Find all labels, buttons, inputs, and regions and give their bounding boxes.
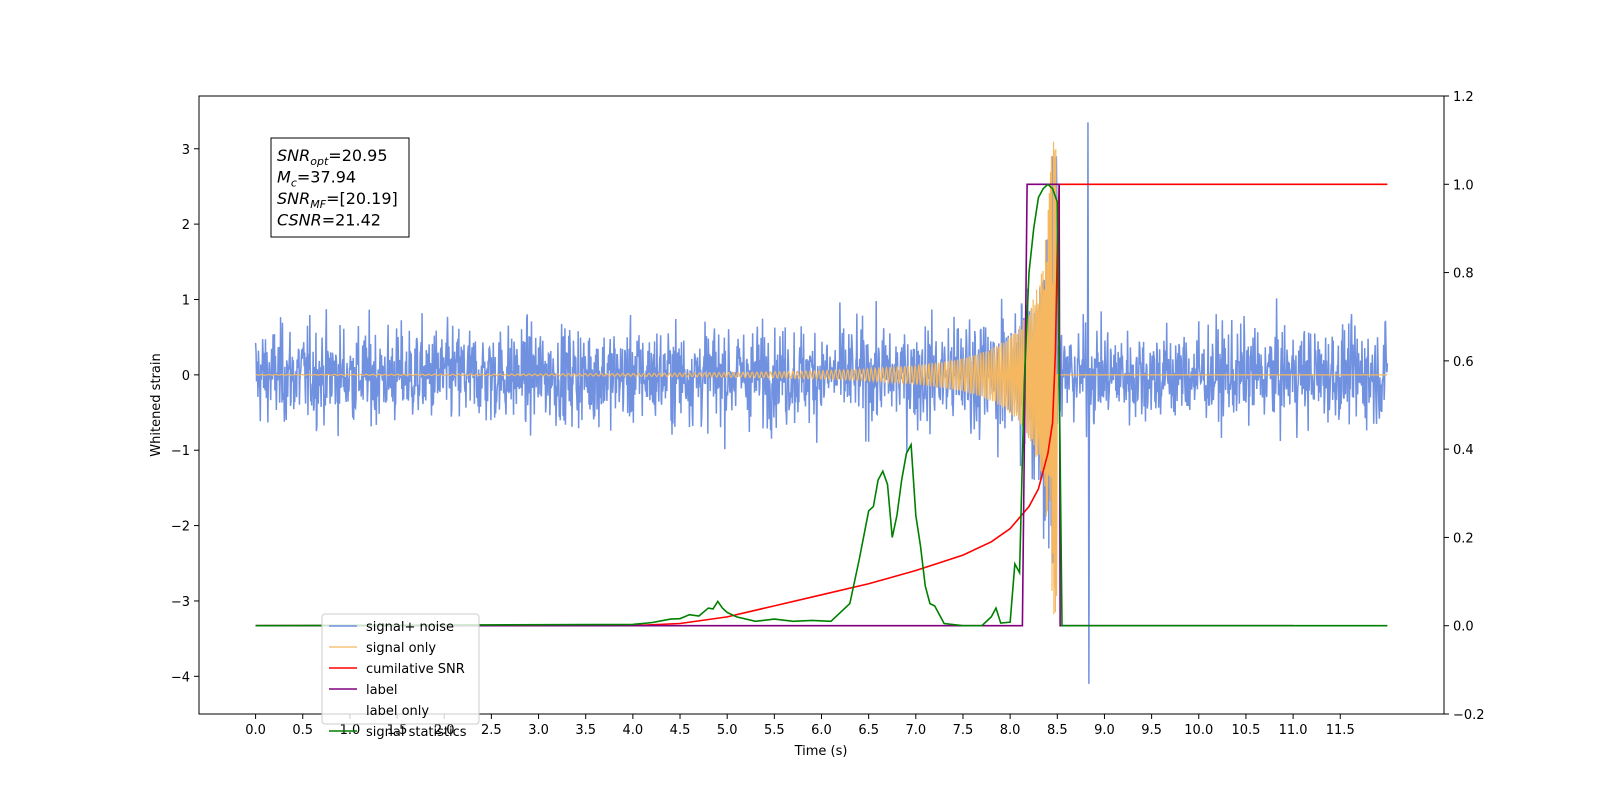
y-tick-label-right: 0.6 (1453, 355, 1474, 370)
x-tick-label: 5.0 (717, 723, 738, 738)
x-tick-label: 9.5 (1141, 723, 1162, 738)
series-line-signal-noise (254, 122, 1389, 684)
x-tick-label: 3.5 (575, 723, 596, 738)
x-tick-label: 3.0 (528, 723, 549, 738)
y-tick-label-left: 2 (182, 218, 190, 233)
y-tick-label-left: −3 (171, 595, 190, 610)
y-tick-label-right: −0.2 (1453, 708, 1485, 723)
x-tick-label: 10.5 (1231, 723, 1260, 738)
series-line-signal-only (255, 141, 1388, 615)
y-tick-label-right: 1.2 (1453, 90, 1474, 105)
y-tick-label-right: 1.0 (1453, 178, 1474, 193)
y-axis-label: Whitened strain (149, 353, 164, 456)
x-tick-label: 9.0 (1094, 723, 1115, 738)
x-tick-label: 7.0 (905, 723, 926, 738)
legend-label: cumilative SNR (366, 662, 465, 677)
ticks-layer: 0.0 0.5 1.0 1.5 2.0 2.5 3.0 3.5 4.0 4.5 5.0 5.5 6.0 6… (171, 90, 1485, 738)
x-tick-label: 2.0 (434, 723, 455, 738)
x-tick-label: 8.0 (1000, 723, 1021, 738)
series-line-signal-statistics (255, 183, 1388, 627)
y-tick-label-right: 0.0 (1453, 620, 1474, 635)
x-axis-label: Time (s) (794, 744, 848, 759)
info-line: Mc=37.94 (277, 168, 356, 190)
legend-frame (321, 613, 480, 725)
y-tick-label-left: 3 (182, 143, 190, 158)
legend: signal+ noise signal only cumilative SNR la… (321, 613, 480, 740)
y-tick-label-left: −2 (171, 520, 190, 535)
info-line: SNRopt=20.95 (277, 146, 388, 168)
series-line-cumulative-snr (255, 183, 1388, 627)
x-tick-label: 0.5 (292, 723, 313, 738)
info-line: SNRMF=[20.19] (277, 189, 398, 211)
y-tick-label-left: −4 (171, 670, 190, 685)
y-tick-label-left: −1 (171, 444, 190, 459)
plot-layer (254, 122, 1389, 684)
info-box-frame (270, 137, 410, 238)
x-tick-label: 2.5 (481, 723, 502, 738)
info-lines: SNRopt=20.95Mc=37.94SNRMF=[20.19]CSNR=21… (277, 146, 398, 230)
info-box: SNRopt=20.95Mc=37.94SNRMF=[20.19]CSNR=21… (270, 137, 410, 238)
x-tick-label: 11.5 (1326, 723, 1355, 738)
y-tick-label-left: 1 (182, 293, 190, 308)
x-tick-label: 11.0 (1279, 723, 1308, 738)
info-line: CSNR=21.42 (277, 211, 381, 230)
x-tick-label: 4.0 (623, 723, 644, 738)
x-tick-label: 4.5 (670, 723, 691, 738)
x-tick-label: 6.5 (858, 723, 879, 738)
legend-label: label only (366, 704, 429, 719)
y-tick-label-right: 0.2 (1453, 531, 1474, 546)
x-tick-label: 8.5 (1047, 723, 1068, 738)
x-tick-label: 5.5 (764, 723, 785, 738)
x-tick-label: 6.0 (811, 723, 832, 738)
legend-label: label (366, 683, 397, 698)
y-tick-label-left: 0 (182, 369, 190, 384)
x-tick-label: 10.0 (1184, 723, 1213, 738)
legend-label: signal only (366, 641, 436, 656)
x-tick-label: 0.0 (245, 723, 266, 738)
y-tick-label-right: 0.8 (1453, 267, 1474, 282)
x-tick-label: 1.5 (387, 723, 408, 738)
x-tick-label: 7.5 (953, 723, 974, 738)
y-tick-label-right: 0.4 (1453, 443, 1474, 458)
legend-label: signal statistics (366, 725, 467, 740)
legend-label: signal+ noise (366, 620, 454, 635)
